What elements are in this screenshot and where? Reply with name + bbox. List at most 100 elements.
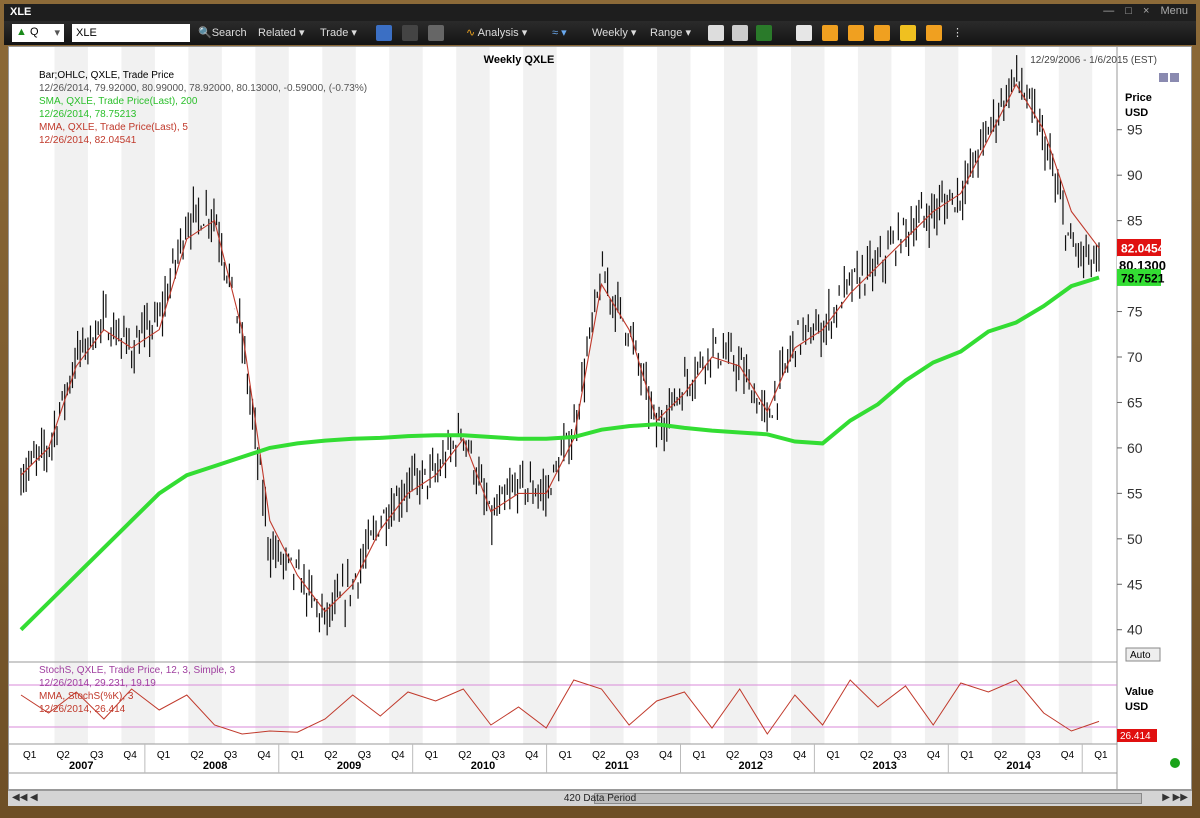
maximize-icon[interactable]: □ [1125,5,1132,17]
value-axis-unit: USD [1125,701,1148,713]
quarter-tick-label: Q2 [458,750,472,761]
quarter-band [523,47,557,744]
price-tags: 82.0454 80.1300 78.7521 [1117,238,1166,286]
scroll-forward-icon[interactable]: ▶ [1162,792,1170,803]
quarter-tick-label: Q3 [1027,750,1041,761]
search-button[interactable]: 🔍Search [198,27,247,39]
legend-line-3: SMA, QXLE, Trade Price(Last), 200 [39,96,198,107]
mma-line [20,83,1100,613]
panel-restore-icon[interactable] [1159,73,1168,82]
quarter-tick-label: Q1 [23,750,37,761]
legend-line-1: Bar;OHLC, QXLE, Trade Price [39,70,174,81]
chart-title: Weekly QXLE [484,54,555,66]
ohlc-bars [20,55,1100,636]
close-icon[interactable]: × [1142,5,1150,17]
quarter-tick-label: Q1 [826,750,840,761]
analysis-label: Analysis [477,27,519,39]
panel-close-icon[interactable] [1170,73,1179,82]
quarter-tick-label: Q1 [1094,750,1108,761]
price-tick-label: 95 [1127,122,1143,138]
symbol-type-label: Q [29,26,39,38]
quarter-band [456,47,490,744]
related-button[interactable]: Related ▾ [258,27,305,39]
legend-line-4: 12/26/2014, 78.75213 [39,109,137,120]
quarter-tick-label: Q4 [123,750,137,761]
weekly-label: Weekly [592,27,628,39]
quarter-tick-label: Q2 [860,750,874,761]
year-tick-label: 2011 [605,760,629,772]
trade-button[interactable]: Trade ▾ [320,27,357,39]
scroll-left-icon[interactable] [822,25,838,41]
jump-end-icon[interactable] [848,25,864,41]
crosshair-icon[interactable] [756,25,772,41]
quarter-tick-label: Q3 [224,750,238,761]
data-period-label: 420 Data Period [563,793,637,804]
weekly-button[interactable]: Weekly ▾ [592,27,637,39]
price-tick-label: 60 [1127,440,1143,456]
quarter-tick-label: Q2 [190,750,204,761]
year-tick-label: 2010 [471,760,495,772]
chart-area[interactable]: Weekly QXLE 12/29/2006 - 1/6/2015 (EST) … [8,46,1193,791]
quarter-band [188,47,222,744]
scroll-back-icon[interactable]: ◀ [30,792,38,803]
stoch-legend-1: StochS, QXLE, Trade Price, 12, 3, Simple… [39,665,236,676]
quarter-tick-label: Q3 [759,750,773,761]
quarter-tick-label: Q4 [1061,750,1075,761]
quarter-tick-label: Q2 [726,750,740,761]
year-tick-label: 2014 [1006,760,1031,772]
template-icon[interactable] [796,25,812,41]
sma-price-tag-bg [1117,268,1161,286]
quarter-tick-label: Q4 [927,750,941,761]
scroll-start-icon[interactable]: ◀◀ [12,792,28,803]
legend-line-5: MMA, QXLE, Trade Price(Last), 5 [39,122,188,133]
redo-icon[interactable] [402,25,418,41]
chart-style-icon[interactable] [708,25,724,41]
draw-icon[interactable] [732,25,748,41]
folder-icon[interactable] [428,25,444,41]
minimize-icon[interactable]: — [1103,5,1115,17]
quarter-band [991,47,1026,744]
quarter-tick-label: Q2 [56,750,70,761]
status-dot-icon [1170,758,1180,768]
quarter-tick-label: Q1 [425,750,439,761]
hourglass-icon[interactable] [900,25,916,41]
range-label: Range [650,27,683,39]
range-button[interactable]: Range ▾ [650,27,691,39]
auto-scale-button[interactable] [1125,647,1161,662]
overlay-icon[interactable]: ≈ ▾ [552,27,567,39]
menu-button[interactable]: Menu [1160,5,1188,17]
zoom-vertical-icon[interactable] [874,25,890,41]
price-tick-label: 75 [1127,304,1143,320]
mma-price-tag: 82.0454 [1121,241,1165,255]
zoom-horizontal-icon[interactable] [926,25,942,41]
more-icon[interactable]: ⋮ [952,27,963,39]
quarter-band [724,47,758,744]
quarter-band [790,47,825,744]
quarter-band [389,47,423,744]
undo-icon[interactable] [376,25,392,41]
quarter-tick-label: Q3 [492,750,506,761]
symbol-type-dropdown[interactable]: ▲ Q ▾ [12,24,64,42]
price-tick-label: 85 [1127,213,1143,229]
symbol-input[interactable] [72,24,190,42]
window-controls: — □ × Menu [1095,5,1188,17]
sma-line [19,275,1100,632]
scroll-thumb[interactable] [594,793,1142,804]
time-axis-ticks: Q1 Q2 Q3 Q4 Q1 Q2 Q3 Q4 Q1 Q2 Q3 Q4 Q1 Q2 Q3 Q4 Q1 Q2 Q3 Q4… [23,744,1108,773]
sma-price-tag: 78.7521 [1121,271,1165,285]
time-scrollbar[interactable]: ◀◀ ◀ 420 Data Period ▶ ▶▶ [8,790,1192,806]
analysis-button[interactable]: ∿ Analysis ▾ [466,27,528,39]
quarter-band [322,47,356,744]
year-tick-label: 2009 [337,760,361,772]
quarter-tick-label: Q2 [592,750,606,761]
chart-svg[interactable]: Weekly QXLE 12/29/2006 - 1/6/2015 (EST) … [9,47,1193,791]
stoch-legend-4: 12/26/2014, 26.414 [39,704,126,715]
scroll-end-icon[interactable]: ▶▶ [1172,792,1188,803]
quarter-tick-label: Q1 [960,750,974,761]
quarter-tick-label: Q1 [559,750,573,761]
date-range: 12/29/2006 - 1/6/2015 (EST) [1030,55,1157,66]
quarter-tick-label: Q4 [525,750,539,761]
search-label: Search [211,27,247,39]
quarter-tick-label: Q1 [291,750,305,761]
